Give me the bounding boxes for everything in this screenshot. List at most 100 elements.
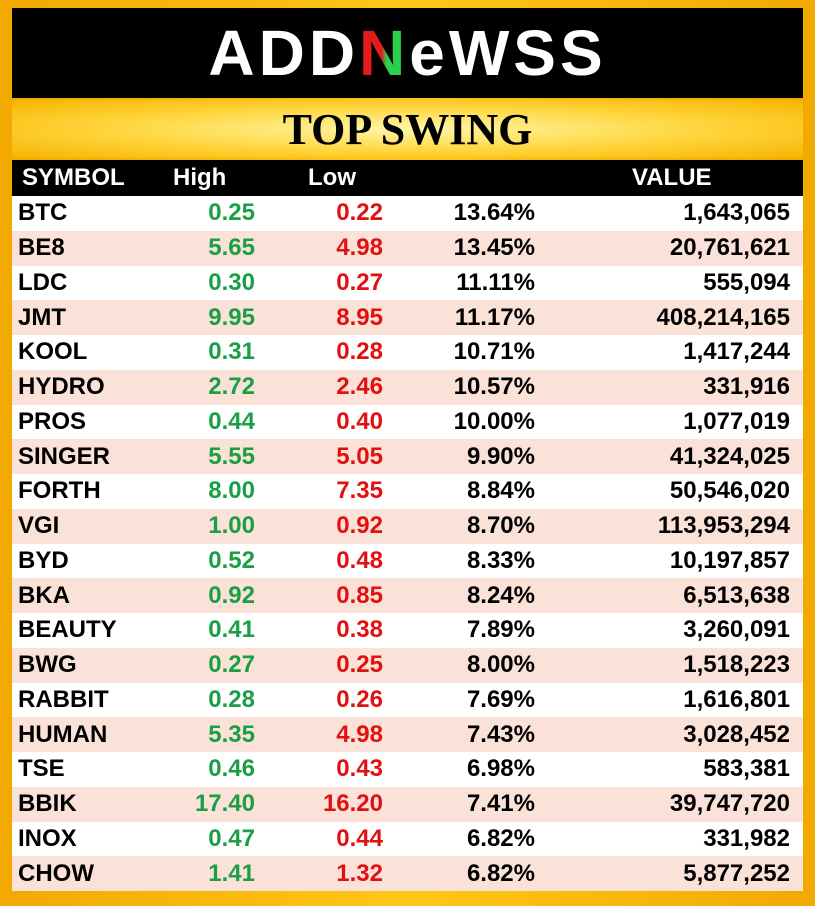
change-percent: 10.71% bbox=[453, 338, 535, 366]
table-row: BTC 0.25 0.22 13.64% 1,643,065 bbox=[12, 196, 803, 231]
table: SYMBOL High Low VALUE BTC 0.25 0.22 13.64% 1… bbox=[12, 160, 803, 891]
high: 0.92 bbox=[208, 581, 255, 609]
value: 1,616,801 bbox=[683, 685, 790, 713]
change-percent: 10.57% bbox=[453, 373, 535, 401]
change-percent: 11.11% bbox=[456, 268, 535, 296]
symbol: BKA bbox=[18, 581, 70, 609]
low: 0.48 bbox=[336, 546, 383, 574]
logo-text: eWSS bbox=[409, 17, 607, 89]
value: 39,747,720 bbox=[669, 790, 790, 818]
high: 9.95 bbox=[208, 303, 255, 331]
table-row: LDC 0.30 0.27 11.11% 555,094 bbox=[12, 265, 803, 301]
change-percent: 8.84% bbox=[466, 477, 535, 505]
high: 8.00 bbox=[208, 477, 255, 505]
high: 0.28 bbox=[208, 685, 255, 713]
value: 50,546,020 bbox=[669, 477, 790, 505]
change-percent: 13.45% bbox=[453, 234, 535, 262]
symbol: JMT bbox=[18, 303, 66, 331]
symbol: INOX bbox=[18, 824, 77, 852]
table-row: BE8 5.65 4.98 13.45% 20,761,621 bbox=[12, 230, 803, 266]
high: 5.65 bbox=[208, 234, 255, 262]
value: 1,077,019 bbox=[683, 407, 790, 435]
value: 1,417,244 bbox=[683, 338, 790, 366]
logo: ADDNeWSS bbox=[208, 16, 606, 90]
high: 0.52 bbox=[208, 546, 255, 574]
table-row: JMT 9.95 8.95 11.17% 408,214,165 bbox=[12, 300, 803, 335]
change-percent: 6.82% bbox=[466, 859, 535, 887]
high: 0.27 bbox=[208, 651, 255, 679]
low: 0.38 bbox=[336, 616, 383, 644]
table-row: INOX 0.47 0.44 6.82% 331,982 bbox=[12, 821, 803, 857]
symbol: HUMAN bbox=[18, 720, 108, 748]
change-percent: 7.41% bbox=[466, 790, 535, 818]
value: 1,518,223 bbox=[683, 651, 790, 679]
table-row: RABBIT 0.28 0.26 7.69% 1,616,801 bbox=[12, 682, 803, 718]
table-row: HUMAN 5.35 4.98 7.43% 3,028,452 bbox=[12, 717, 803, 752]
symbol: TSE bbox=[18, 755, 65, 783]
value: 408,214,165 bbox=[656, 303, 790, 331]
high: 5.35 bbox=[208, 720, 255, 748]
change-percent: 11.17% bbox=[454, 303, 535, 331]
symbol: BWG bbox=[18, 651, 77, 679]
low: 7.35 bbox=[336, 477, 383, 505]
table-row: TSE 0.46 0.43 6.98% 583,381 bbox=[12, 752, 803, 787]
table-row: BYD 0.52 0.48 8.33% 10,197,857 bbox=[12, 543, 803, 579]
symbol: BYD bbox=[18, 546, 69, 574]
value: 41,324,025 bbox=[669, 442, 790, 470]
high: 2.72 bbox=[208, 373, 255, 401]
low: 0.22 bbox=[336, 199, 383, 227]
low: 5.05 bbox=[336, 442, 383, 470]
column-header: SYMBOL bbox=[22, 164, 125, 191]
column-header: High bbox=[173, 164, 227, 191]
value: 331,916 bbox=[703, 373, 790, 401]
low: 0.92 bbox=[336, 512, 383, 540]
header-row: SYMBOL High Low VALUE bbox=[12, 160, 803, 196]
low: 16.20 bbox=[322, 790, 383, 818]
low: 0.25 bbox=[336, 651, 383, 679]
low: 8.95 bbox=[336, 303, 383, 331]
high: 5.55 bbox=[208, 442, 255, 470]
value: 555,094 bbox=[703, 268, 790, 296]
change-percent: 6.82% bbox=[466, 824, 535, 852]
logo-text: ADD bbox=[208, 17, 360, 89]
low: 4.98 bbox=[336, 234, 383, 262]
value: 583,381 bbox=[703, 755, 790, 783]
title: TOP SWING bbox=[282, 104, 533, 154]
value: 1,643,065 bbox=[683, 199, 790, 227]
high: 0.30 bbox=[208, 268, 255, 296]
change-percent: 9.90% bbox=[466, 442, 535, 470]
table-row: SINGER 5.55 5.05 9.90% 41,324,025 bbox=[12, 439, 803, 474]
symbol: BBIK bbox=[18, 790, 77, 818]
change-percent: 8.00% bbox=[466, 651, 535, 679]
change-percent: 13.64% bbox=[453, 199, 535, 227]
value: 113,953,294 bbox=[657, 512, 790, 540]
high: 1.41 bbox=[208, 859, 255, 887]
symbol: BE8 bbox=[18, 234, 65, 262]
low: 4.98 bbox=[336, 720, 383, 748]
column-header: Low bbox=[308, 164, 356, 191]
table-row: FORTH 8.00 7.35 8.84% 50,546,020 bbox=[12, 474, 803, 509]
table-row: BEAUTY 0.41 0.38 7.89% 3,260,091 bbox=[12, 613, 803, 648]
symbol: LDC bbox=[18, 268, 68, 296]
low: 0.40 bbox=[336, 407, 383, 435]
table-row: BWG 0.27 0.25 8.00% 1,518,223 bbox=[12, 647, 803, 683]
low: 0.27 bbox=[336, 268, 383, 296]
value: 5,877,252 bbox=[683, 859, 790, 887]
table-row: KOOL 0.31 0.28 10.71% 1,417,244 bbox=[12, 335, 803, 370]
low: 1.32 bbox=[336, 859, 383, 887]
high: 0.47 bbox=[208, 824, 255, 852]
table-row: BBIK 17.40 16.20 7.41% 39,747,720 bbox=[12, 786, 803, 822]
high: 0.25 bbox=[208, 199, 255, 227]
symbol: BTC bbox=[18, 199, 68, 227]
change-percent: 7.69% bbox=[466, 685, 535, 713]
table-row: VGI 1.00 0.92 8.70% 113,953,294 bbox=[12, 508, 803, 544]
title-band: TOP SWING bbox=[12, 100, 803, 158]
table-row: HYDRO 2.72 2.46 10.57% 331,916 bbox=[12, 369, 803, 405]
logo-bar: ADDNeWSS bbox=[12, 8, 803, 98]
table-row: CHOW 1.41 1.32 6.82% 5,877,252 bbox=[12, 856, 803, 891]
table-row: BKA 0.92 0.85 8.24% 6,513,638 bbox=[12, 578, 803, 613]
low: 0.44 bbox=[336, 824, 383, 852]
value: 3,260,091 bbox=[683, 616, 790, 644]
value: 20,761,621 bbox=[669, 234, 790, 262]
